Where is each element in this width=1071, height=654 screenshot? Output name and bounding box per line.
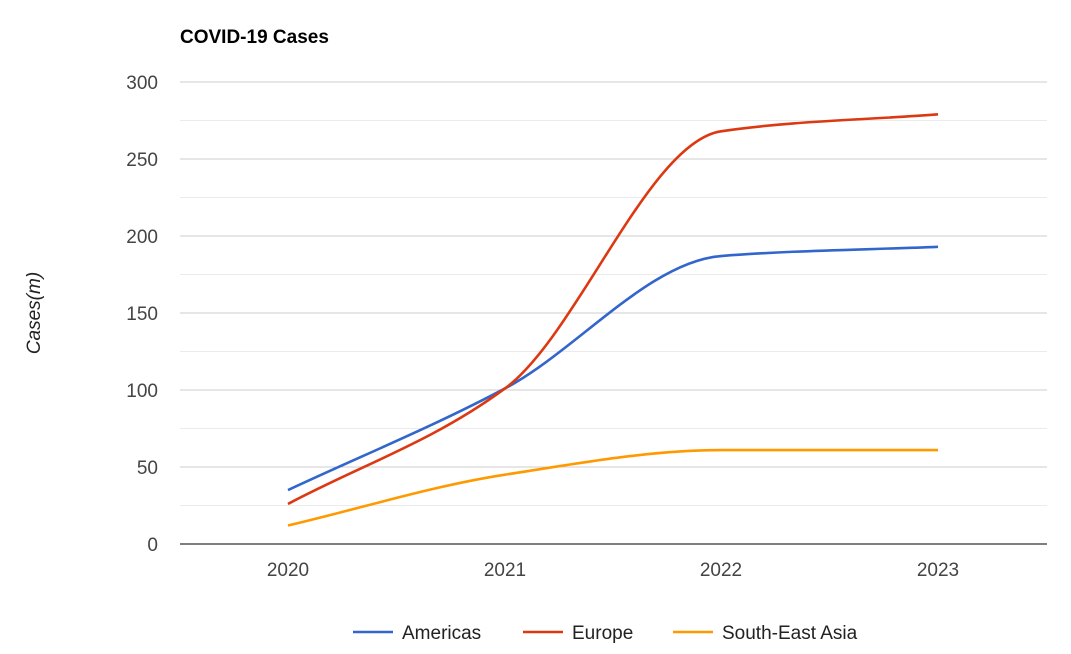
- y-tick-label: 100: [126, 381, 158, 402]
- x-tick-label: 2021: [484, 560, 526, 581]
- series-line-europe: [287, 113, 939, 506]
- x-tick-label: 2022: [700, 560, 742, 581]
- legend-item-europe[interactable]: Europe: [523, 623, 633, 644]
- y-tick-label: 300: [126, 73, 158, 94]
- y-tick-label: 50: [137, 458, 158, 479]
- legend: Americas Europe South-East Asia: [353, 623, 858, 644]
- x-tick-label: 2023: [917, 560, 959, 581]
- x-tick-label: 2020: [267, 560, 309, 581]
- legend-label: Americas: [402, 623, 481, 644]
- series-lines: [287, 113, 939, 527]
- legend-item-south-east-asia[interactable]: South-East Asia: [673, 623, 858, 644]
- y-tick-label: 200: [126, 227, 158, 248]
- series-line-americas: [287, 245, 939, 492]
- y-tick-label: 150: [126, 304, 158, 325]
- legend-label: Europe: [572, 623, 633, 644]
- series-line-south-east-asia: [287, 448, 938, 527]
- y-axis-label: Cases(m): [24, 272, 45, 354]
- chart-title: COVID-19 Cases: [180, 27, 329, 48]
- y-tick-label: 250: [126, 150, 158, 171]
- legend-label: South-East Asia: [722, 623, 858, 644]
- axes: 0 50 100 150 200 250 300 2020 2021 2022 2023: [126, 73, 1047, 581]
- gridlines: [180, 81, 1047, 506]
- y-tick-label: 0: [147, 535, 158, 556]
- legend-item-americas[interactable]: Americas: [353, 623, 481, 644]
